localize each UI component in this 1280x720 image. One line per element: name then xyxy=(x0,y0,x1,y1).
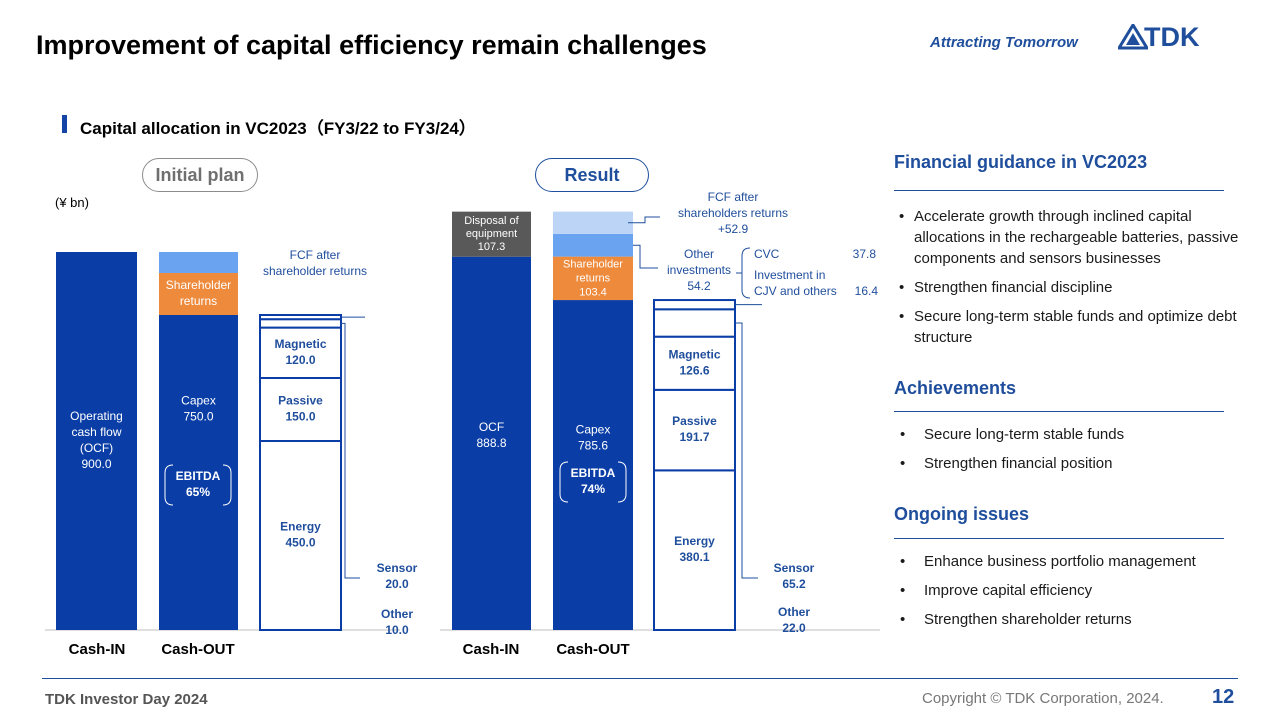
result-cash-out-seg-2 xyxy=(553,233,633,257)
result-ebitda-bracket-left xyxy=(559,461,569,503)
list-item: Improve capital efficiency xyxy=(894,580,1234,601)
section-title: Capital allocation in VC2023（FY3/22 to F… xyxy=(80,119,476,138)
guidance-list: Accelerate growth through inclined capit… xyxy=(894,206,1244,356)
result-breakdown-label-1: Passive 191.7 xyxy=(672,414,717,444)
result-invest-bracket-left xyxy=(741,247,751,299)
plan-other-label: Other 10.0 xyxy=(381,607,413,637)
result-cash-out-label-1: Shareholder returns 103.4 xyxy=(563,258,623,298)
plan-ebitda-bracket-left xyxy=(164,464,174,506)
achievements-list: Secure long-term stable funds Strengthen… xyxy=(894,424,1234,482)
result-other-inv-label: Other investments 54.2 xyxy=(667,247,731,293)
result-cash-out-label-0: Capex 785.6 xyxy=(576,423,611,453)
plan-sensor-leader xyxy=(341,322,360,579)
plan-ebitda-bracket-right xyxy=(222,464,232,506)
tdk-logo-icon xyxy=(1118,24,1148,50)
page-title: Improvement of capital efficiency remain… xyxy=(36,30,707,60)
result-other-inv-leader xyxy=(633,244,658,269)
list-item: Accelerate growth through inclined capit… xyxy=(894,206,1244,269)
list-item: Strengthen shareholder returns xyxy=(894,609,1234,630)
plan-cash-out-seg-0 xyxy=(159,315,238,630)
plan-cat-cash-out: Cash-OUT xyxy=(161,641,234,658)
capital-allocation-chart: Operating cash flow (OCF) 900.0 Capex 750.0 Sh… xyxy=(45,190,880,658)
result-cat-cash-in: Cash-IN xyxy=(463,641,520,658)
plan-breakdown-seg-1 xyxy=(259,377,342,442)
plan-breakdown-seg-3 xyxy=(259,318,342,329)
plan-cash-out-label-0: Capex 750.0 xyxy=(181,394,216,424)
result-cash-out-seg-3 xyxy=(553,211,633,234)
guidance-heading: Financial guidance in VC2023 xyxy=(894,152,1148,172)
issues-heading: Ongoing issues xyxy=(894,504,1030,524)
plan-breakdown-seg-4 xyxy=(259,314,342,321)
result-breakdown-seg-4 xyxy=(653,299,736,311)
result-ebitda-text: EBITDA 74% xyxy=(571,466,616,496)
result-breakdown-seg-3 xyxy=(653,308,736,338)
achievements-rule xyxy=(894,411,1224,412)
result-cash-in-label-1: Disposal of equipment 107.3 xyxy=(464,215,519,253)
brand-slogan: Attracting Tomorrow xyxy=(930,34,1078,51)
page-number: 12 xyxy=(1212,686,1235,708)
unit-label: (¥ bn) xyxy=(55,195,89,210)
plan-breakdown-label-0: Energy 450.0 xyxy=(280,520,321,550)
list-item: Strengthen financial discipline xyxy=(894,277,1244,298)
plan-sensor-label: Sensor 20.0 xyxy=(377,561,418,591)
plan-cash-out-seg-1 xyxy=(159,273,238,315)
result-fcf-label: FCF after shareholders returns +52.9 xyxy=(678,190,788,236)
result-cash-out-seg-0 xyxy=(553,300,633,630)
plan-ebitda-text: EBITDA 65% xyxy=(176,469,221,499)
result-breakdown-seg-2 xyxy=(653,335,736,391)
result-cash-in-label-0: OCF 888.8 xyxy=(476,420,506,450)
result-cvc-value: 37.8 xyxy=(853,247,877,261)
plan-cash-out-seg-2 xyxy=(159,252,238,273)
plan-fcf-label: FCF after shareholder returns xyxy=(263,248,367,278)
result-cjv-value: 16.4 xyxy=(855,284,879,298)
result-breakdown-label-2: Magnetic 126.6 xyxy=(668,347,720,377)
achievements-heading: Achievements xyxy=(894,378,1017,398)
list-item: Secure long-term stable funds xyxy=(894,424,1234,445)
plan-cat-cash-in: Cash-IN xyxy=(69,641,126,658)
list-item: Enhance business portfolio management xyxy=(894,551,1234,572)
footer-rule xyxy=(42,678,1238,679)
result-breakdown-seg-0 xyxy=(653,469,736,631)
guidance-rule xyxy=(894,190,1224,191)
result-cash-in-seg-1 xyxy=(452,211,531,257)
footer-event: TDK Investor Day 2024 xyxy=(45,691,208,708)
plan-cash-in-seg-0 xyxy=(56,252,137,630)
result-breakdown-seg-1 xyxy=(653,388,736,472)
result-sensor-leader xyxy=(735,322,758,579)
issues-list: Enhance business portfolio management Im… xyxy=(894,551,1234,638)
plan-breakdown-label-1: Passive 150.0 xyxy=(278,394,323,424)
result-breakdown-label-0: Energy 380.1 xyxy=(674,534,715,564)
result-ebitda-bracket-right xyxy=(617,461,627,503)
issues-rule xyxy=(894,538,1224,539)
footer-copyright: Copyright © TDK Corporation, 2024. xyxy=(922,690,1164,707)
list-item: Strengthen financial position xyxy=(894,453,1234,474)
plan-cash-in-label-0: Operating cash flow (OCF) 900.0 xyxy=(70,409,123,471)
initial-plan-pill: Initial plan xyxy=(142,158,258,192)
list-item: Secure long-term stable funds and optimi… xyxy=(894,306,1244,348)
result-sensor-label: Sensor 65.2 xyxy=(774,561,815,591)
plan-breakdown-label-2: Magnetic 120.0 xyxy=(274,337,326,367)
result-fcf-leader xyxy=(628,216,660,224)
result-cash-in-seg-0 xyxy=(452,256,531,630)
plan-breakdown-seg-2 xyxy=(259,326,342,380)
result-pill: Result xyxy=(535,158,649,192)
plan-cash-out-label-1: Shareholder returns xyxy=(166,278,231,308)
result-cash-out-seg-1 xyxy=(553,256,633,301)
section-marker xyxy=(62,115,67,133)
result-cat-cash-out: Cash-OUT xyxy=(556,641,629,658)
result-cjv-label: Investment in CJV and others xyxy=(754,268,837,298)
tdk-logo-text: TDK xyxy=(1144,22,1200,52)
result-cvc-label: CVC xyxy=(754,247,780,261)
plan-breakdown-seg-0 xyxy=(259,440,342,631)
result-other-label: Other 22.0 xyxy=(778,605,810,635)
